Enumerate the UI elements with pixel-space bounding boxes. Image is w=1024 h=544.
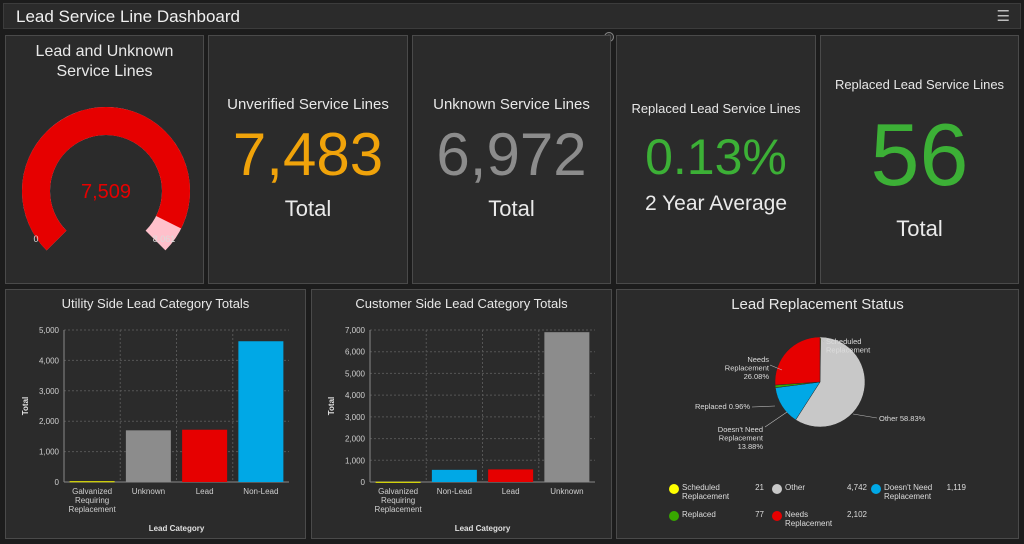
y-tick-label: 7,000 — [345, 326, 366, 335]
x-tick-label: Unknown — [132, 487, 165, 496]
legend-value: 4,742 — [847, 483, 868, 492]
indicator-value: 56 — [870, 105, 969, 204]
chart-title: Utility Side Lead Category Totals — [61, 296, 250, 311]
x-tick-label: Lead — [196, 487, 214, 496]
callout-doesnt-need: Doesn't Need Replacement 13.88% — [718, 425, 764, 451]
y-tick-label: 0 — [55, 478, 60, 487]
bar[interactable] — [69, 481, 115, 483]
legend-label[interactable]: Needs Replacement — [785, 510, 833, 528]
y-tick-label: 3,000 — [39, 387, 60, 396]
gauge-max-label: 8,061 — [153, 234, 176, 244]
pie-slice[interactable] — [795, 336, 866, 428]
y-tick-label: 0 — [361, 478, 366, 487]
y-tick-label: 6,000 — [345, 348, 366, 357]
x-tick-label: Non-Lead — [437, 487, 472, 496]
indicator-title: Unknown Service Lines — [433, 96, 590, 113]
lead-replacement-status-panel: Lead Replacement Status Scheduled Replace… — [616, 289, 1019, 539]
x-tick-label: Galvanized Requiring Replacement — [69, 487, 117, 514]
x-tick-label: Unknown — [550, 487, 583, 496]
legend-label[interactable]: Scheduled Replacement — [682, 483, 730, 501]
customer-side-chart-panel: Customer Side Lead Category Totals 0 1,00… — [311, 289, 612, 539]
y-tick-label: 5,000 — [39, 326, 60, 335]
chart-title: Lead Replacement Status — [731, 296, 904, 313]
gauge-fill — [22, 107, 190, 251]
y-tick-label: 4,000 — [345, 391, 366, 400]
indicator-title: Replaced Lead Service Lines — [834, 77, 1005, 92]
gauge-min-label: 0 — [33, 234, 38, 244]
y-tick-label: 1,000 — [39, 448, 60, 457]
y-tick-label: 5,000 — [345, 369, 366, 378]
pie-slice[interactable] — [774, 336, 821, 386]
indicator-replaced-average-panel: Replaced Lead Service Lines 0.13% 2 Year… — [616, 35, 816, 284]
indicator-sub: Total — [488, 196, 535, 221]
y-tick-label: 2,000 — [39, 417, 60, 426]
indicator-replaced-total-panel: Replaced Lead Service Lines 56 Total — [820, 35, 1019, 284]
lead-replacement-pie-chart: Scheduled Replacement Other 58.83% Doesn't … — [669, 336, 967, 528]
hamburger-menu-icon[interactable]: ☰ — [996, 8, 1010, 25]
x-tick-label: Galvanized Requiring Replacement — [375, 487, 423, 514]
utility-side-chart-panel: Utility Side Lead Category Totals 0 1,000… — [5, 289, 306, 539]
callout-leader — [819, 336, 825, 343]
bar[interactable] — [488, 469, 534, 482]
legend-label[interactable]: Replaced — [682, 510, 716, 519]
indicator-unknown-panel: Unknown Service Lines 6,972 Total — [412, 35, 611, 284]
legend-swatch[interactable] — [871, 484, 881, 494]
gauge-panel: Lead and Unknown Service Lines 7,509 0 8… — [5, 35, 204, 284]
callout-leader — [769, 364, 783, 371]
callout-leader — [751, 405, 776, 408]
x-axis-label: Lead Category — [455, 524, 511, 533]
legend-value: 77 — [755, 510, 764, 519]
legend-value: 2,102 — [847, 510, 868, 519]
gauge-value-label: 7,509 — [81, 181, 131, 203]
bar[interactable] — [431, 469, 477, 482]
gauge-title-line1: Lead and Unknown — [35, 43, 174, 60]
callout-scheduled: Scheduled Replacement — [826, 337, 871, 355]
legend-swatch[interactable] — [669, 484, 679, 494]
utility-side-bar-chart: 0 1,000 2,000 3,000 4,000 5,000 Galvanized Requ… — [21, 326, 289, 533]
indicator-title: Unverified Service Lines — [227, 96, 389, 113]
legend-value: 1,119 — [947, 483, 967, 492]
dashboard-title: Lead Service Line Dashboard — [16, 7, 240, 26]
y-tick-label: 4,000 — [39, 356, 60, 365]
callout-replaced: Replaced 0.96% — [695, 402, 750, 411]
y-tick-label: 3,000 — [345, 413, 366, 422]
callout-needs: Needs Replacement 26.08% — [725, 355, 770, 381]
legend-swatch[interactable] — [669, 511, 679, 521]
y-axis-label: Total — [327, 397, 336, 416]
indicator-value: 7,483 — [232, 121, 384, 188]
bar[interactable] — [182, 429, 228, 482]
legend-label[interactable]: Other — [785, 483, 805, 492]
legend-value: 21 — [755, 483, 764, 492]
gauge-title: Lead and Unknown Service Lines — [6, 42, 203, 82]
chart-title: Customer Side Lead Category Totals — [355, 296, 568, 311]
indicator-sub: Total — [284, 196, 332, 221]
callout-other: Other 58.83% — [879, 414, 926, 423]
indicator-unverified-panel: Unverified Service Lines 7,483 Total — [208, 35, 408, 284]
x-tick-label: Non-Lead — [243, 487, 278, 496]
bar[interactable] — [125, 430, 171, 482]
indicator-sub: Total — [896, 216, 943, 241]
gauge-title-line2: Service Lines — [56, 63, 153, 80]
x-axis-label: Lead Category — [149, 524, 205, 533]
indicator-sub: 2 Year Average — [644, 192, 788, 215]
y-axis-label: Total — [21, 397, 30, 416]
callout-leader — [852, 413, 878, 419]
legend-swatch[interactable] — [772, 484, 782, 494]
indicator-title: Replaced Lead Service Lines — [631, 101, 801, 116]
dashboard-header: Lead Service Line Dashboard ☰ — [3, 3, 1021, 29]
indicator-value: 6,972 — [436, 121, 587, 188]
bar[interactable] — [544, 332, 590, 482]
y-tick-label: 1,000 — [345, 456, 366, 465]
callout-leader — [764, 411, 788, 428]
customer-side-bar-chart: 0 1,000 2,000 3,000 4,000 5,000 6,000 7,000 Galv… — [327, 326, 595, 533]
indicator-value: 0.13% — [645, 129, 787, 185]
bar[interactable] — [238, 341, 284, 482]
gauge-svg: 7,509 0 8,061 — [22, 107, 190, 251]
legend-swatch[interactable] — [772, 511, 782, 521]
legend-label[interactable]: Doesn't Need Replacement — [884, 483, 932, 501]
x-tick-label: Lead — [502, 487, 520, 496]
bar[interactable] — [375, 481, 421, 483]
y-tick-label: 2,000 — [345, 435, 366, 444]
